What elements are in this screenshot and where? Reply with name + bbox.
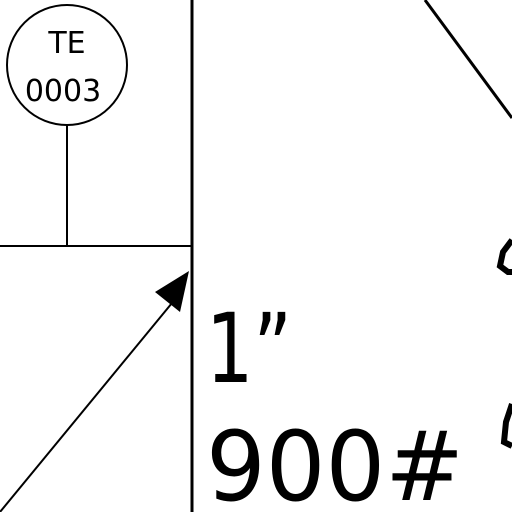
- clipped-glyph-fragment-lower: [500, 403, 512, 449]
- instrument-tag-prefix: TE: [47, 26, 85, 61]
- instrument-bubble-circle: [6, 4, 128, 126]
- instrument-tag-number: 0003: [25, 74, 101, 109]
- pressure-rating-label: 900#: [206, 411, 464, 512]
- instrument-bubble[interactable]: TE 0003: [6, 4, 128, 126]
- clipped-glyph-fragment-upper: [496, 238, 512, 275]
- leader-line: [0, 302, 173, 512]
- line-size-label: 1”: [206, 293, 292, 405]
- diagonal-line: [423, 0, 512, 119]
- leader-arrowhead: [155, 271, 189, 312]
